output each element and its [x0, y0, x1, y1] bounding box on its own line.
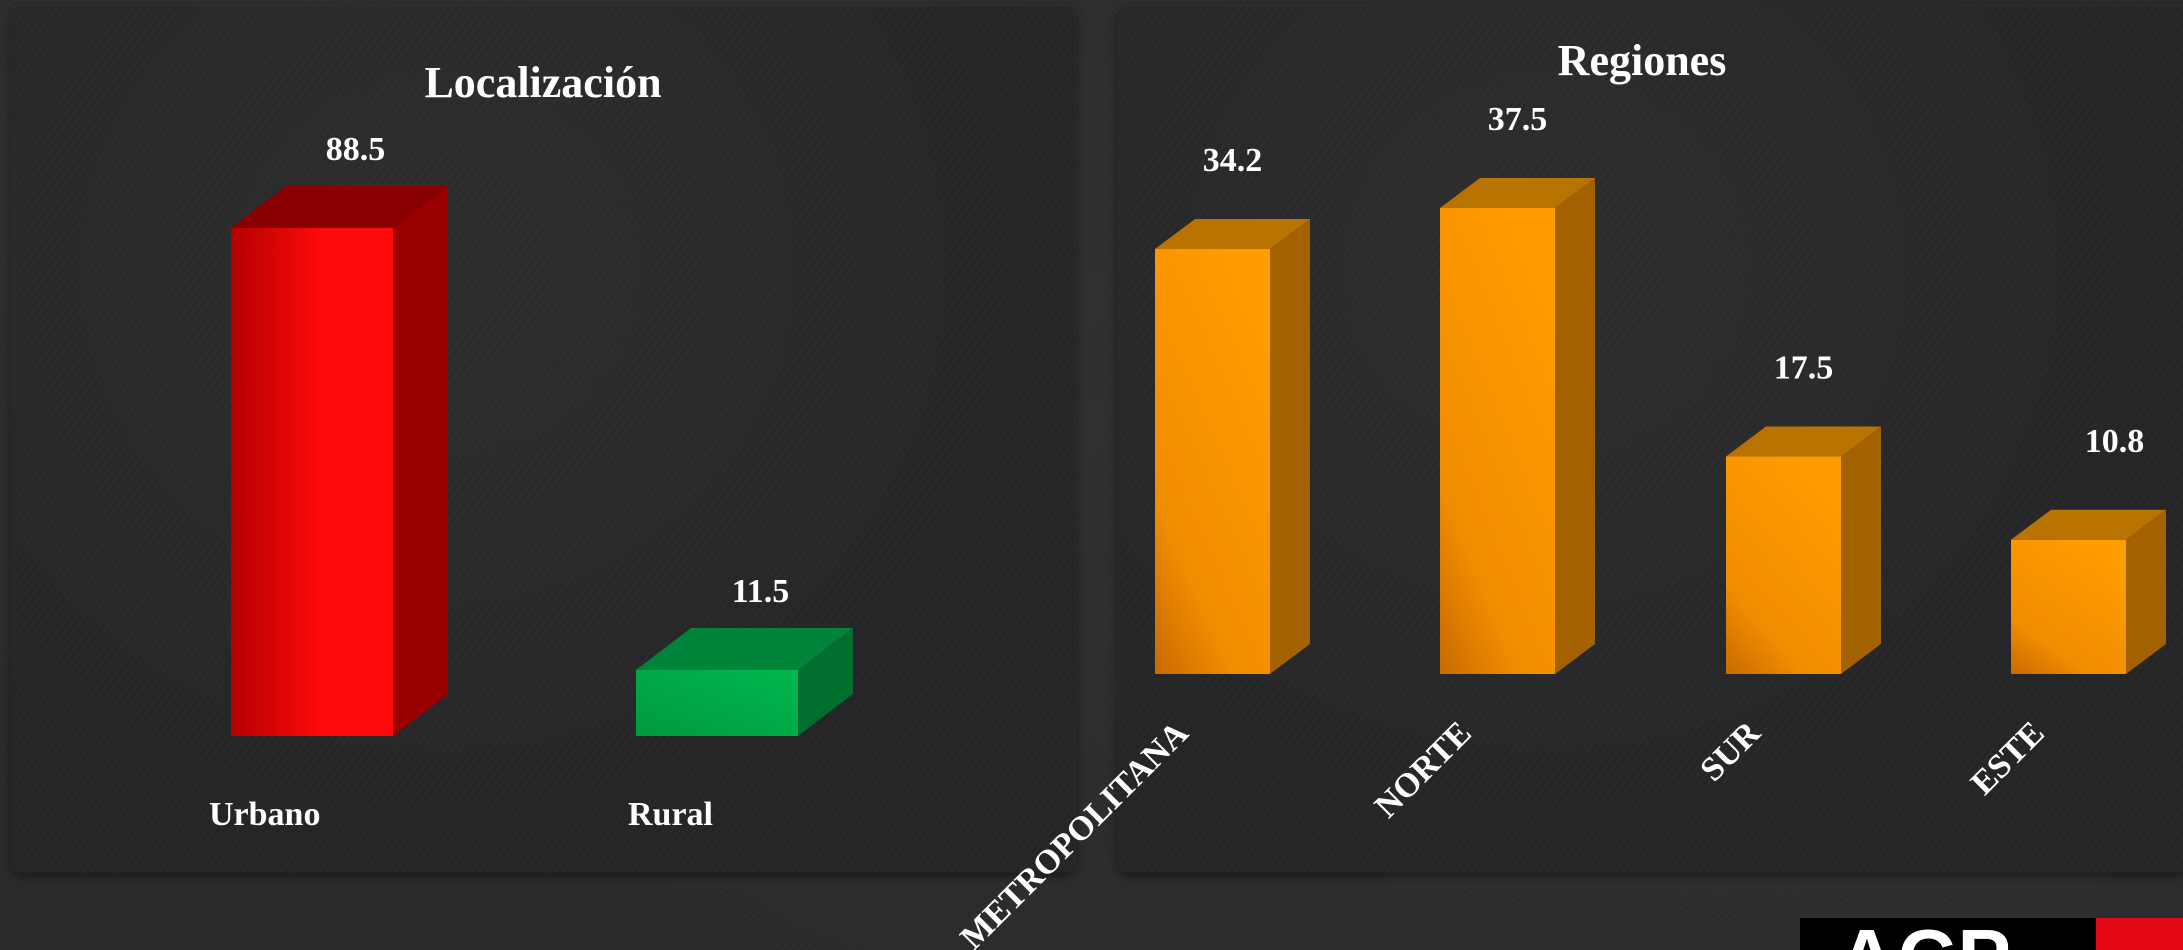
bar-sur — [1726, 426, 1881, 674]
bar-norte-front — [1440, 208, 1555, 674]
category-label-sur: SUR — [1693, 714, 1768, 789]
bar-este — [2011, 509, 2166, 674]
bar-sur-top — [1726, 426, 1881, 457]
category-label-rural: Rural — [628, 796, 713, 833]
value-label-norte: 37.5 — [1488, 101, 1548, 138]
value-label-rural: 11.5 — [732, 573, 790, 610]
regiones-bars — [1155, 178, 2166, 674]
bar-urbano-side — [393, 186, 448, 736]
bar-este-front — [2011, 539, 2126, 674]
localizacion-chart-panel — [12, 6, 1075, 872]
bar-este-side — [2126, 509, 2166, 674]
bar-urbano — [231, 186, 448, 736]
category-label-norte: NORTE — [1368, 714, 1479, 825]
bar-metropolitana-top — [1155, 219, 1310, 250]
logo-red-block — [2096, 918, 2183, 950]
bar-rural-top — [636, 627, 853, 670]
category-label-urbano: Urbano — [209, 796, 320, 833]
logo-wordmark: ACP — [1800, 918, 2096, 950]
chart-title-regiones: Regiones — [1558, 36, 1727, 85]
acp-logo: ACP — [1800, 918, 2183, 950]
bar-rural-side — [798, 627, 853, 736]
category-label-este: ESTE — [1964, 714, 2052, 802]
bar-norte-top — [1440, 178, 1595, 208]
bar-urbano-top — [231, 186, 448, 228]
bar-este-top — [2011, 509, 2166, 540]
bar-sur-side — [1841, 426, 1881, 674]
bar-norte — [1440, 178, 1595, 674]
value-label-metropolitana: 34.2 — [1203, 142, 1263, 179]
bar-sur-front — [1726, 456, 1841, 674]
value-label-este: 10.8 — [2085, 423, 2145, 460]
bar-urbano-front — [231, 228, 393, 736]
bar-metropolitana — [1155, 219, 1310, 674]
bar-norte-side — [1555, 178, 1595, 674]
bar-rural-front — [636, 669, 798, 736]
value-label-urbano: 88.5 — [326, 131, 386, 168]
bar-rural — [636, 627, 853, 736]
category-label-metropolitana: METROPOLITANA — [954, 714, 1196, 950]
bar-metropolitana-front — [1155, 249, 1270, 674]
value-label-sur: 17.5 — [1774, 350, 1834, 387]
chart-title-localizacion: Localización — [424, 58, 661, 107]
localizacion-bars — [231, 186, 853, 736]
bar-metropolitana-side — [1270, 219, 1310, 674]
